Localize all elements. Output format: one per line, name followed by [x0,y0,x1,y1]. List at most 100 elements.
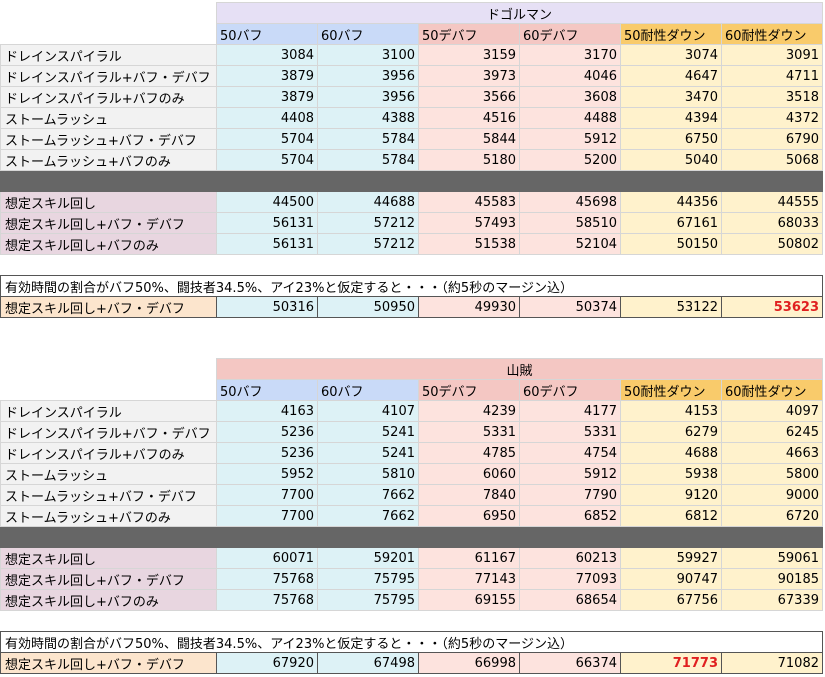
value-cell[interactable]: 4372 [721,107,823,129]
value-cell[interactable]: 61167 [418,547,520,569]
value-cell[interactable]: 75795 [317,589,419,611]
value-cell[interactable]: 4754 [519,442,621,464]
value-cell[interactable]: 4394 [620,107,722,129]
row-label[interactable]: ストームラッシュ [0,107,217,129]
value-cell[interactable]: 9000 [721,484,823,506]
value-cell[interactable]: 7790 [519,484,621,506]
value-cell[interactable]: 4388 [317,107,419,129]
row-label[interactable]: ストームラッシュ+バフ・デバフ [0,484,217,506]
value-cell[interactable]: 3566 [418,86,520,108]
value-cell[interactable]: 59061 [721,547,823,569]
value-cell[interactable]: 58510 [519,212,621,234]
row-label[interactable]: 想定スキル回し+バフ・デバフ [0,568,217,590]
value-cell[interactable]: 6060 [418,463,520,485]
summary-value-cell[interactable]: 67920 [216,652,318,674]
value-cell[interactable]: 5844 [418,128,520,150]
value-cell[interactable]: 45583 [418,191,520,213]
row-label[interactable]: ドレインスパイラル+バフのみ [0,442,217,464]
column-header[interactable]: 60耐性ダウン [721,379,823,401]
value-cell[interactable]: 4408 [216,107,318,129]
value-cell[interactable]: 6279 [620,421,722,443]
value-cell[interactable]: 69155 [418,589,520,611]
header-corner-cell[interactable] [0,379,217,401]
value-cell[interactable]: 5810 [317,463,419,485]
row-label[interactable]: ストームラッシュ+バフのみ [0,505,217,527]
value-cell[interactable]: 6812 [620,505,722,527]
value-cell[interactable]: 7840 [418,484,520,506]
value-cell[interactable]: 75768 [216,568,318,590]
value-cell[interactable]: 3074 [620,44,722,66]
summary-value-cell[interactable]: 71082 [721,652,823,674]
value-cell[interactable]: 67161 [620,212,722,234]
table-title[interactable]: 山賊 [216,358,823,380]
summary-value-cell[interactable]: 66998 [418,652,520,674]
value-cell[interactable]: 6950 [418,505,520,527]
value-cell[interactable]: 5180 [418,149,520,171]
value-cell[interactable]: 5704 [216,149,318,171]
summary-value-cell[interactable]: 53623 [721,296,823,318]
row-label[interactable]: ドレインスパイラル+バフのみ [0,86,217,108]
value-cell[interactable]: 60071 [216,547,318,569]
value-cell[interactable]: 52104 [519,233,621,255]
value-cell[interactable]: 57493 [418,212,520,234]
value-cell[interactable]: 67756 [620,589,722,611]
value-cell[interactable]: 3879 [216,86,318,108]
value-cell[interactable]: 5912 [519,463,621,485]
value-cell[interactable]: 56131 [216,233,318,255]
value-cell[interactable]: 5784 [317,149,419,171]
value-cell[interactable]: 44356 [620,191,722,213]
value-cell[interactable]: 75768 [216,589,318,611]
value-cell[interactable]: 77143 [418,568,520,590]
value-cell[interactable]: 44555 [721,191,823,213]
value-cell[interactable]: 9120 [620,484,722,506]
value-cell[interactable]: 3518 [721,86,823,108]
row-label[interactable]: ストームラッシュ+バフのみ [0,149,217,171]
assumption-note[interactable]: 有効時間の割合がバフ50%、闘技者34.5%、アイ23%と仮定すると・・・（約5… [0,275,823,297]
column-header[interactable]: 50耐性ダウン [620,379,722,401]
value-cell[interactable]: 5200 [519,149,621,171]
value-cell[interactable]: 57212 [317,212,419,234]
corner-cell[interactable] [0,2,217,24]
header-corner-cell[interactable] [0,23,217,45]
value-cell[interactable]: 5241 [317,421,419,443]
summary-label[interactable]: 想定スキル回し+バフ・デバフ [0,296,217,318]
value-cell[interactable]: 5912 [519,128,621,150]
value-cell[interactable]: 4153 [620,400,722,422]
value-cell[interactable]: 4488 [519,107,621,129]
value-cell[interactable]: 5938 [620,463,722,485]
value-cell[interactable]: 6790 [721,128,823,150]
value-cell[interactable]: 3879 [216,65,318,87]
row-label[interactable]: 想定スキル回し+バフ・デバフ [0,212,217,234]
value-cell[interactable]: 4177 [519,400,621,422]
value-cell[interactable]: 3100 [317,44,419,66]
value-cell[interactable]: 7700 [216,484,318,506]
summary-value-cell[interactable]: 71773 [620,652,722,674]
value-cell[interactable]: 3091 [721,44,823,66]
row-label[interactable]: 想定スキル回し+バフのみ [0,589,217,611]
value-cell[interactable]: 56131 [216,212,318,234]
value-cell[interactable]: 3084 [216,44,318,66]
value-cell[interactable]: 77093 [519,568,621,590]
value-cell[interactable]: 44500 [216,191,318,213]
summary-label[interactable]: 想定スキル回し+バフ・デバフ [0,652,217,674]
column-header[interactable]: 60デバフ [519,23,621,45]
value-cell[interactable]: 90747 [620,568,722,590]
value-cell[interactable]: 3608 [519,86,621,108]
value-cell[interactable]: 5331 [519,421,621,443]
table-title[interactable]: ドゴルマン [216,2,823,24]
summary-value-cell[interactable]: 50316 [216,296,318,318]
summary-value-cell[interactable]: 53122 [620,296,722,318]
value-cell[interactable]: 4097 [721,400,823,422]
row-label[interactable]: 想定スキル回し+バフのみ [0,233,217,255]
value-cell[interactable]: 5236 [216,421,318,443]
value-cell[interactable]: 6720 [721,505,823,527]
value-cell[interactable]: 51538 [418,233,520,255]
value-cell[interactable]: 3170 [519,44,621,66]
value-cell[interactable]: 45698 [519,191,621,213]
value-cell[interactable]: 3973 [418,65,520,87]
value-cell[interactable]: 4785 [418,442,520,464]
value-cell[interactable]: 44688 [317,191,419,213]
value-cell[interactable]: 6852 [519,505,621,527]
value-cell[interactable]: 4647 [620,65,722,87]
value-cell[interactable]: 60213 [519,547,621,569]
